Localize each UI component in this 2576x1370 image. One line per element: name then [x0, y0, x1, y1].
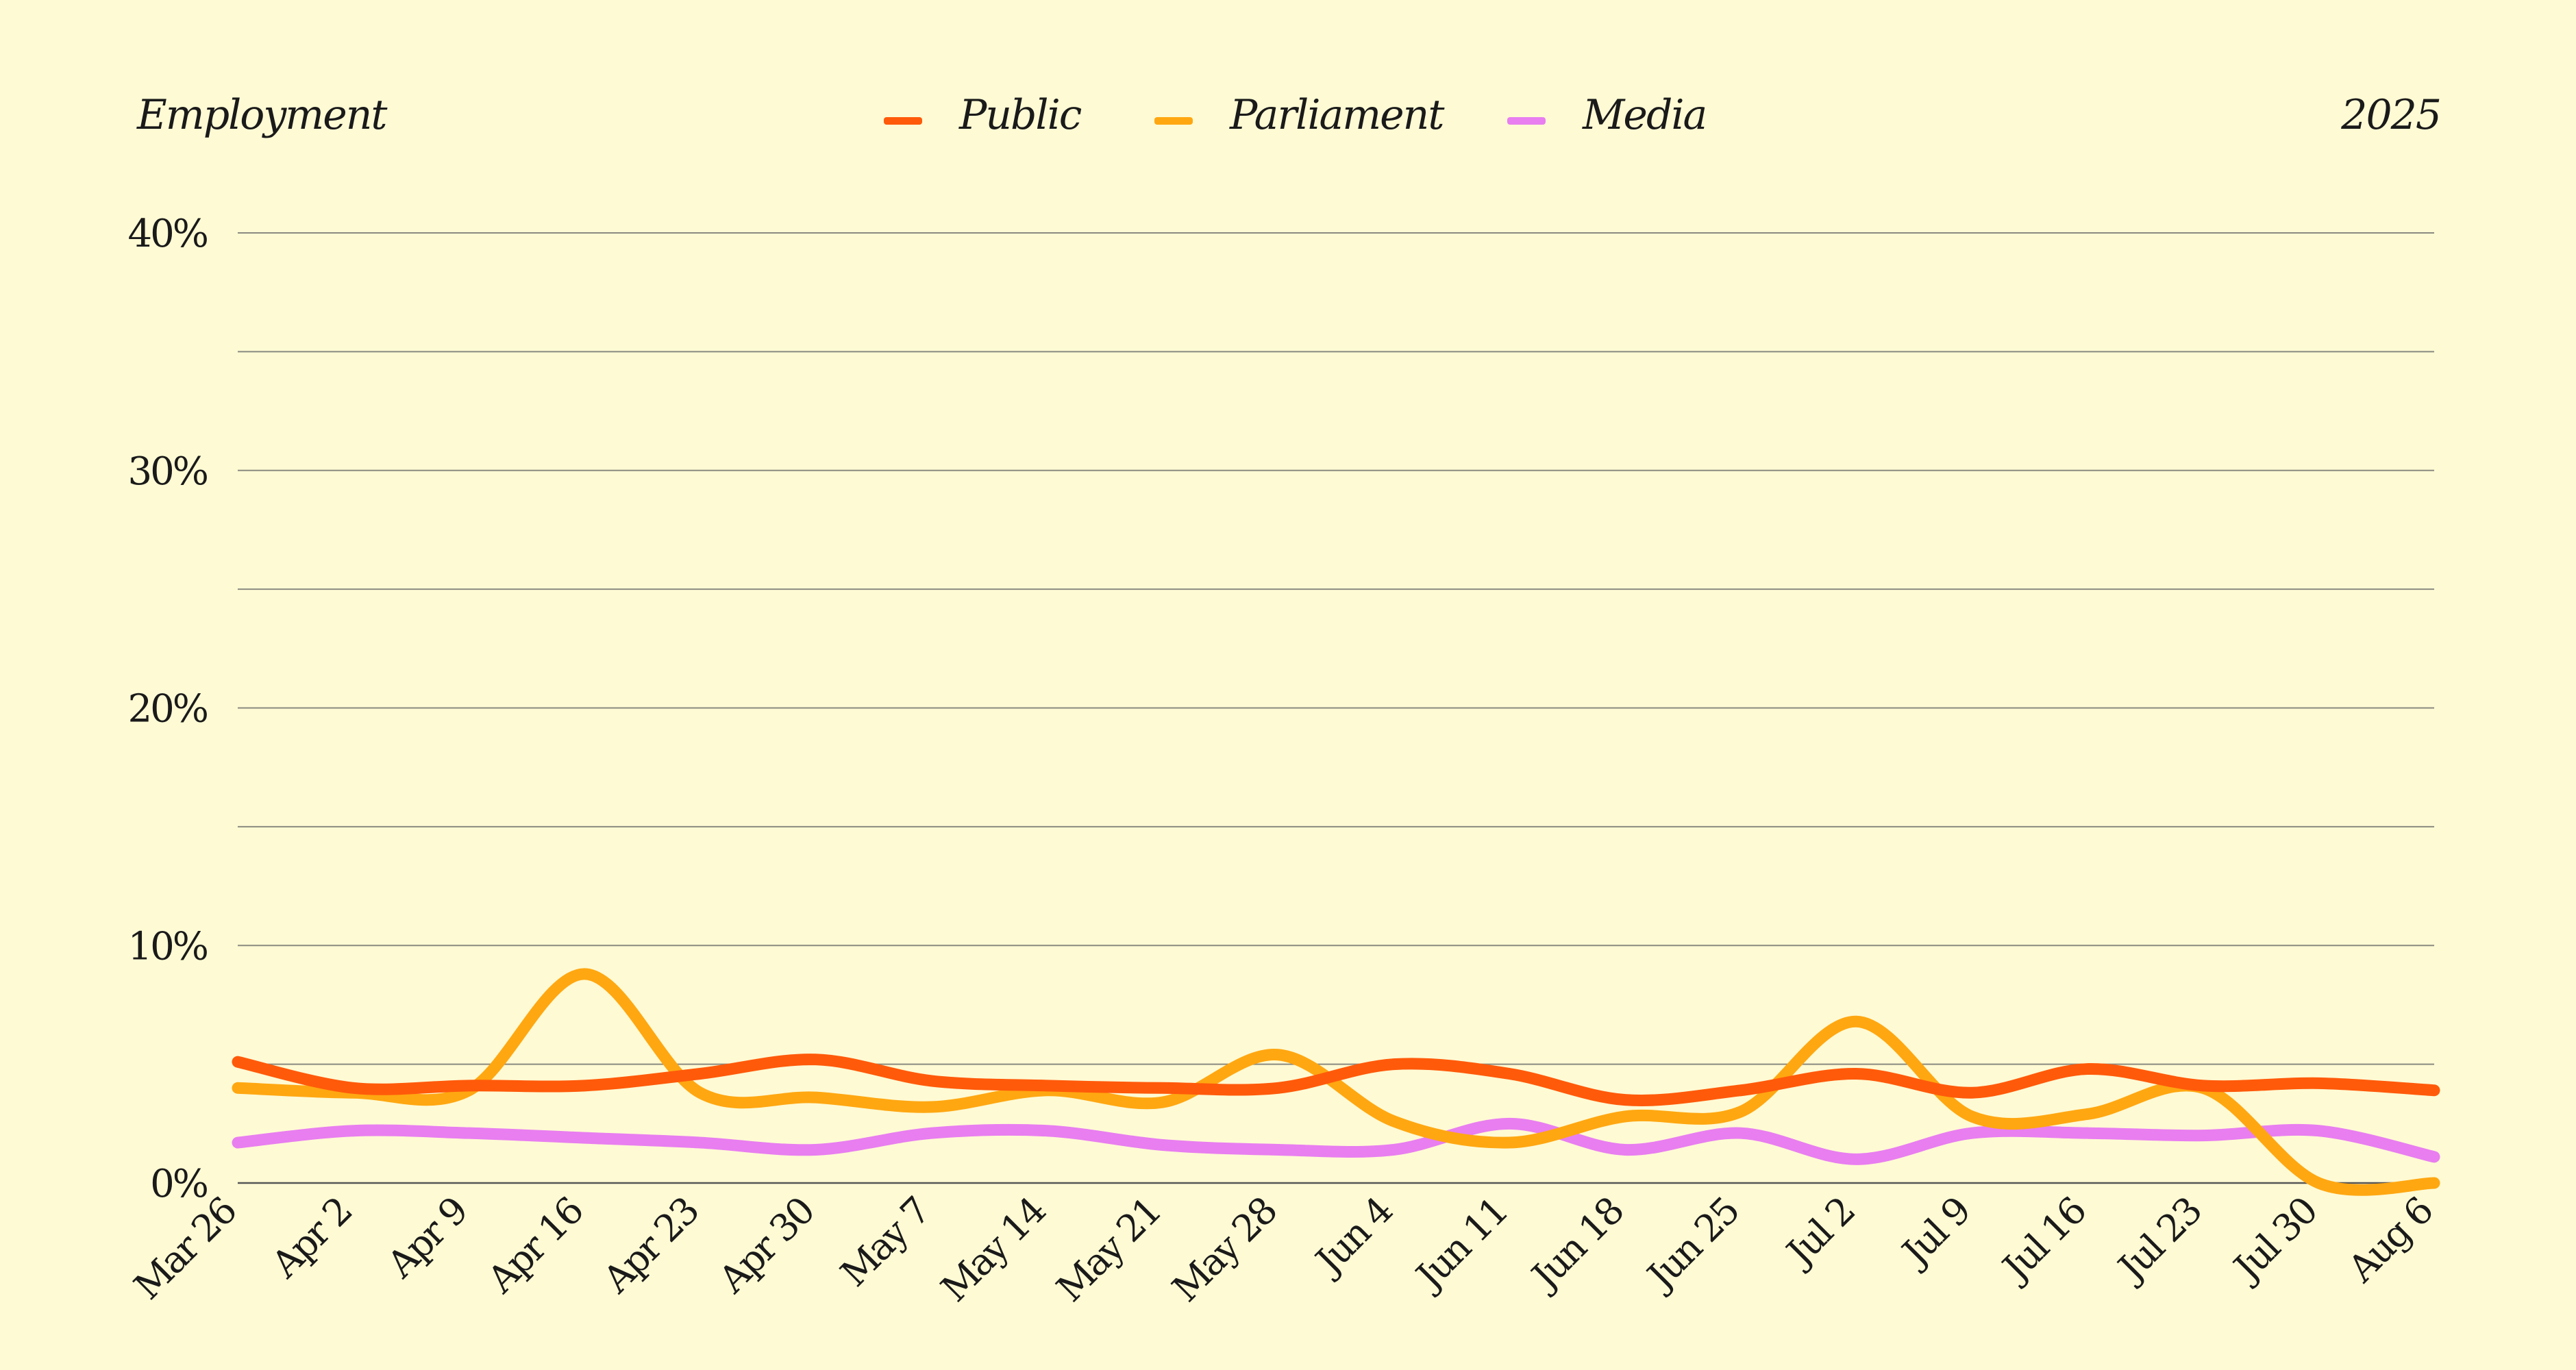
- series-line-parliament: [232, 968, 2440, 1196]
- legend-label: Public: [959, 91, 1082, 139]
- x-tick-label: Apr 16: [479, 1190, 591, 1302]
- x-tick-label: Apr 30: [710, 1190, 822, 1302]
- x-tick-label: May 21: [1048, 1190, 1169, 1310]
- x-tick-label: Jul 9: [1892, 1190, 1978, 1276]
- y-tick-label: 0%: [150, 1162, 208, 1206]
- x-tick-label: Jun 4: [1305, 1189, 1400, 1284]
- x-tick-label: Jun 11: [1406, 1190, 1516, 1300]
- x-tick-label: Apr 2: [263, 1190, 360, 1286]
- x-tick-label: May 14: [932, 1189, 1053, 1310]
- y-tick-label: 10%: [128, 924, 208, 969]
- x-tick-label: May 7: [832, 1190, 938, 1295]
- y-tick-label: 20%: [128, 687, 208, 732]
- x-tick-label: Jul 16: [1992, 1190, 2094, 1291]
- legend-swatch: [1154, 117, 1193, 125]
- x-tick-label: Apr 9: [378, 1190, 475, 1286]
- x-tick-label: Jun 18: [1521, 1190, 1631, 1300]
- y-tick-label: 30%: [128, 449, 208, 494]
- y-tick-label: 40%: [128, 212, 208, 256]
- x-tick-label: Mar 26: [126, 1190, 245, 1308]
- legend-label: Media: [1583, 91, 1707, 139]
- x-tick-label: Jul 2: [1776, 1190, 1862, 1276]
- x-tick-label: Jul 23: [2108, 1190, 2209, 1291]
- x-tick-label: Apr 23: [595, 1190, 707, 1302]
- legend-label: Parliament: [1230, 91, 1444, 139]
- x-tick-label: Aug 6: [2339, 1190, 2440, 1291]
- x-tick-label: Jul 30: [2223, 1190, 2325, 1291]
- x-tick-label: Jun 25: [1637, 1190, 1747, 1300]
- x-tick-label: May 28: [1164, 1190, 1285, 1310]
- series-line-public: [232, 1054, 2440, 1106]
- year-label: 2025: [2341, 91, 2442, 139]
- series-line-media: [232, 1117, 2440, 1165]
- legend-swatch: [1507, 117, 1546, 125]
- legend-swatch: [884, 117, 922, 125]
- chart-title: Employment: [137, 91, 387, 139]
